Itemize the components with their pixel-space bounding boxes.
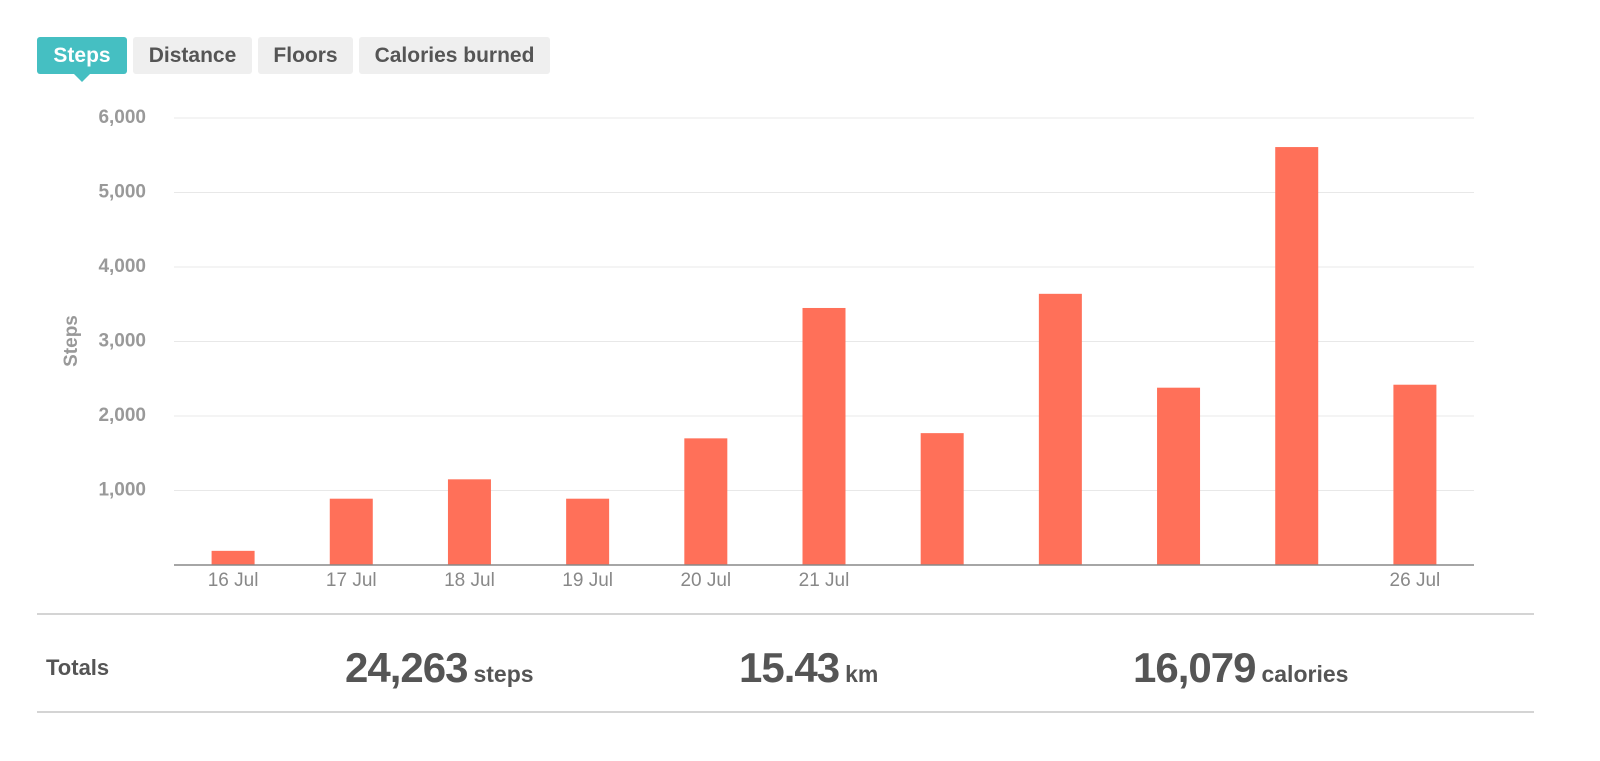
totals-label: Totals: [46, 655, 110, 680]
x-tick-label: 17 Jul: [326, 570, 377, 591]
total: 15.43 km: [739, 640, 878, 696]
bar: [1038, 293, 1082, 565]
tab[interactable]: Steps: [37, 37, 127, 82]
bar: [447, 479, 491, 565]
bar: [684, 438, 728, 565]
y-tick-label: 5,000: [98, 182, 146, 203]
divider: [37, 613, 1534, 615]
x-tick-label: 21 Jul: [799, 570, 850, 591]
x-tick-label: 16 Jul: [208, 570, 259, 591]
bar: [1275, 147, 1319, 565]
bar: [1393, 384, 1437, 565]
bar: [920, 433, 964, 565]
y-tick-label: 1,000: [98, 480, 146, 501]
total-value: 24,263: [345, 644, 468, 691]
bar: [566, 498, 610, 565]
total: 16,079 calories: [1133, 640, 1348, 696]
bar: [329, 498, 373, 565]
bar: [211, 550, 255, 565]
total-value: 15.43: [739, 644, 840, 691]
tab[interactable]: Calories burned: [359, 37, 550, 74]
y-axis-label: Steps: [61, 315, 82, 367]
tab[interactable]: Floors: [258, 37, 353, 74]
total-unit: km: [845, 661, 879, 687]
x-tick-label: 19 Jul: [562, 570, 613, 591]
tab[interactable]: Distance: [133, 37, 252, 74]
x-tick-label: 26 Jul: [1390, 570, 1441, 591]
divider: [37, 711, 1534, 713]
total-value: 16,079: [1133, 644, 1256, 691]
y-tick-label: 2,000: [98, 405, 146, 426]
y-tick-label: 4,000: [98, 256, 146, 277]
total: 24,263 steps: [345, 640, 534, 696]
chart: Steps 1,000 2,000 3,000 4,000 5,000 6,000 16 J…: [61, 107, 1474, 591]
bar: [802, 307, 846, 565]
x-tick-label: 20 Jul: [680, 570, 731, 591]
y-tick-label: 6,000: [98, 107, 146, 128]
x-tick-label: 18 Jul: [444, 570, 495, 591]
total-unit: steps: [473, 661, 534, 687]
total-unit: calories: [1261, 661, 1349, 687]
bar: [1157, 387, 1201, 565]
y-tick-label: 3,000: [98, 331, 146, 352]
